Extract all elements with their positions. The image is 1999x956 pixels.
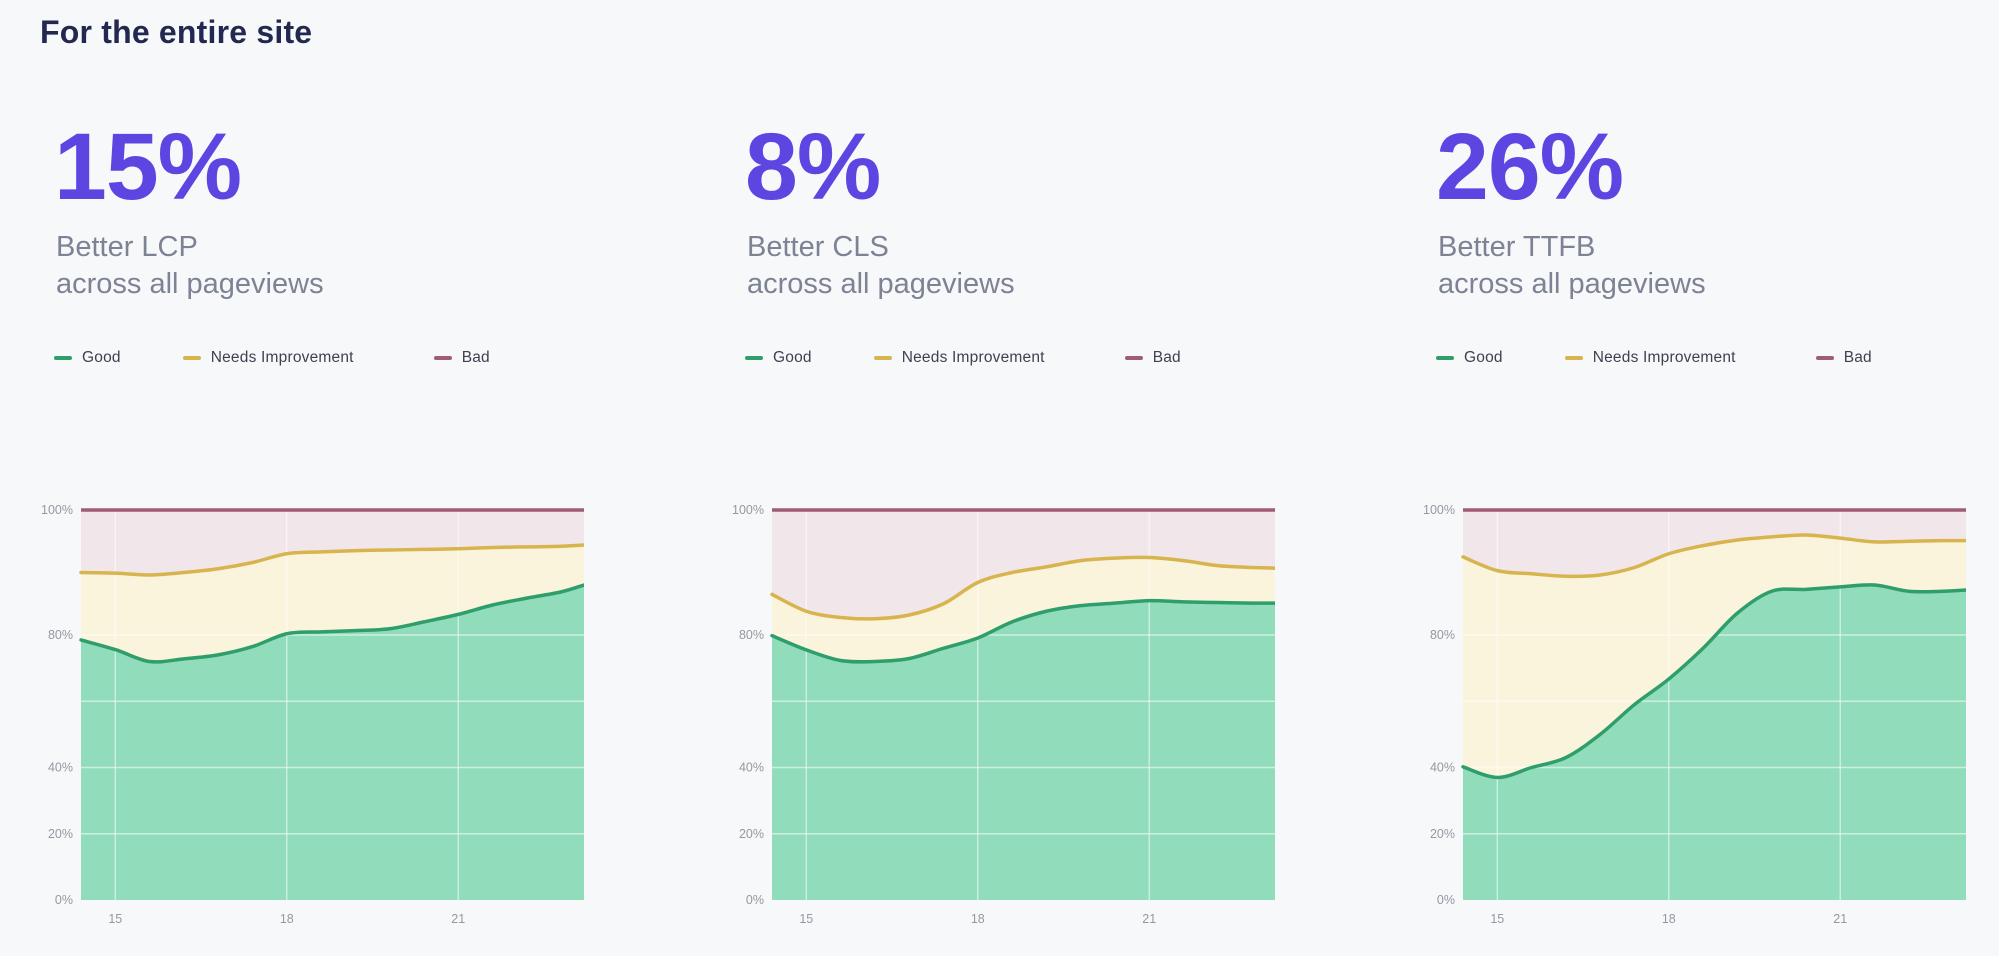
legend-item-good[interactable]: Good (745, 349, 812, 367)
cls-metric-value: 8% (745, 114, 881, 220)
legend-label-good: Good (1464, 349, 1503, 366)
legend-label-needs-improvement: Needs Improvement (210, 349, 354, 366)
lcp-stacked-area-chart: 0% 20% 40% 80% 100% 15 18 21 (41, 503, 584, 926)
svg-text:40%: 40% (1430, 761, 1455, 775)
lcp-metric-subtitle: Better LCP across all pageviews (56, 229, 584, 303)
legend-item-needs-improvement[interactable]: Needs Improvement (873, 349, 1045, 367)
legend-label-needs-improvement: Needs Improvement (1592, 349, 1736, 366)
good-swatch-icon (745, 356, 763, 360)
svg-text:0%: 0% (746, 893, 764, 907)
svg-text:80%: 80% (1430, 628, 1455, 642)
legend-item-bad[interactable]: Bad (1815, 349, 1872, 367)
metric-card-ttfb: 26% Better TTFB across all pageviews Goo… (1422, 120, 1966, 950)
cls-stacked-area-chart: 0% 20% 40% 80% 100% 15 18 21 (732, 503, 1275, 926)
legend-label-bad: Bad (1843, 349, 1872, 366)
svg-text:80%: 80% (739, 628, 764, 642)
needs-improvement-swatch-icon (182, 356, 201, 360)
svg-text:18: 18 (1662, 912, 1676, 926)
legend-label-good: Good (773, 349, 812, 366)
cls-subtitle-line1: Better CLS (747, 231, 889, 263)
svg-text:20%: 20% (739, 827, 764, 841)
cls-subtitle-line2: across all pageviews (747, 268, 1015, 300)
legend-item-needs-improvement[interactable]: Needs Improvement (182, 349, 354, 367)
page-title: For the entire site (40, 14, 313, 50)
svg-text:100%: 100% (732, 503, 764, 517)
svg-text:15: 15 (799, 912, 813, 926)
legend-item-good[interactable]: Good (1436, 349, 1503, 367)
lcp-subtitle-line1: Better LCP (56, 231, 198, 263)
lcp-chart-legend: Good Needs Improvement Bad (54, 349, 584, 367)
svg-text:20%: 20% (48, 827, 73, 841)
legend-item-needs-improvement[interactable]: Needs Improvement (1564, 349, 1736, 367)
legend-label-bad: Bad (461, 349, 490, 366)
good-swatch-icon (54, 356, 72, 360)
ttfb-metric-subtitle: Better TTFB across all pageviews (1438, 229, 1966, 303)
legend-item-bad[interactable]: Bad (1124, 349, 1181, 367)
ttfb-stacked-area-chart: 0% 20% 40% 80% 100% 15 18 21 (1423, 503, 1966, 926)
ttfb-subtitle-line2: across all pageviews (1438, 268, 1706, 300)
svg-text:0%: 0% (55, 893, 73, 907)
lcp-subtitle-line2: across all pageviews (56, 268, 324, 300)
svg-text:18: 18 (971, 912, 985, 926)
legend-item-bad[interactable]: Bad (433, 349, 490, 367)
cls-chart-legend: Good Needs Improvement Bad (745, 349, 1275, 367)
svg-text:18: 18 (280, 912, 294, 926)
svg-text:21: 21 (1833, 912, 1847, 926)
legend-label-bad: Bad (1152, 349, 1181, 366)
svg-text:15: 15 (108, 912, 122, 926)
ttfb-metric-value: 26% (1436, 114, 1624, 220)
svg-text:40%: 40% (48, 761, 73, 775)
lcp-metric-value: 15% (54, 114, 242, 220)
svg-text:15: 15 (1490, 912, 1504, 926)
bad-swatch-icon (1815, 356, 1834, 360)
svg-text:21: 21 (1142, 912, 1156, 926)
svg-text:21: 21 (451, 912, 465, 926)
bad-swatch-icon (433, 356, 452, 360)
metric-card-cls: 8% Better CLS across all pageviews Good … (731, 120, 1275, 950)
svg-text:0%: 0% (1437, 893, 1455, 907)
legend-item-good[interactable]: Good (54, 349, 121, 367)
ttfb-subtitle-line1: Better TTFB (1438, 231, 1596, 263)
ttfb-chart-legend: Good Needs Improvement Bad (1436, 349, 1966, 367)
needs-improvement-swatch-icon (1564, 356, 1583, 360)
svg-text:100%: 100% (1423, 503, 1455, 517)
needs-improvement-swatch-icon (873, 356, 892, 360)
legend-label-good: Good (82, 349, 121, 366)
good-swatch-icon (1436, 356, 1454, 360)
metric-cards-row: 15% Better LCP across all pageviews Good… (40, 120, 1999, 950)
svg-text:100%: 100% (41, 503, 73, 517)
cls-metric-subtitle: Better CLS across all pageviews (747, 229, 1275, 303)
legend-label-needs-improvement: Needs Improvement (901, 349, 1045, 366)
bad-swatch-icon (1124, 356, 1143, 360)
svg-text:40%: 40% (739, 761, 764, 775)
svg-text:80%: 80% (48, 628, 73, 642)
metric-card-lcp: 15% Better LCP across all pageviews Good… (40, 120, 584, 950)
svg-text:20%: 20% (1430, 827, 1455, 841)
